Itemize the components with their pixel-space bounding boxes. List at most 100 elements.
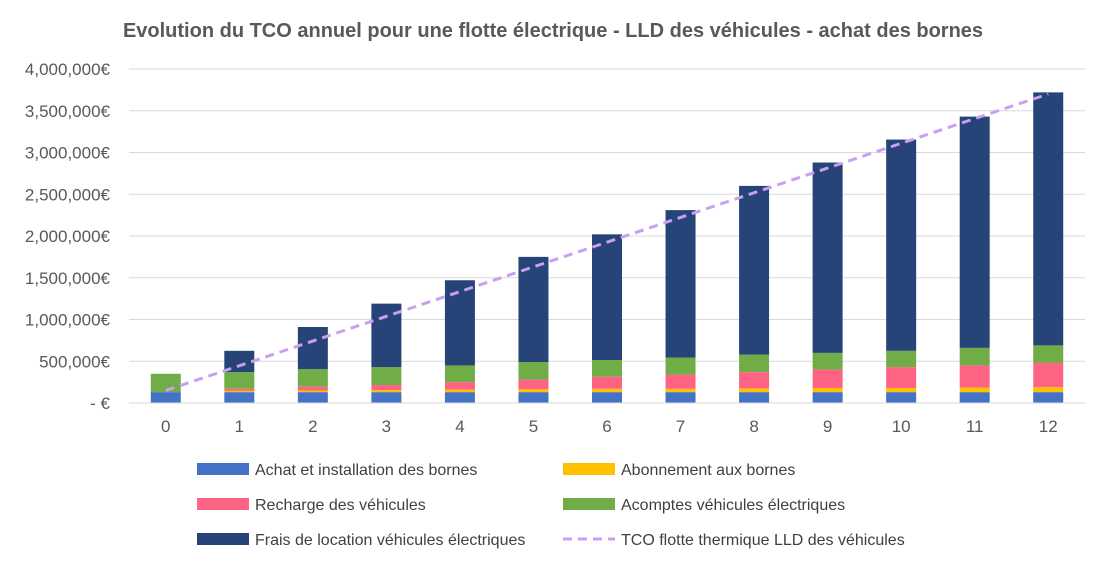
bar-segment-0-7 — [665, 392, 696, 403]
x-tick-label: 3 — [382, 417, 391, 436]
x-tick-label: 1 — [235, 417, 244, 436]
bar-segment-3-6 — [592, 359, 622, 377]
bar-segment-0-5 — [518, 392, 549, 403]
bar-segment-4-10 — [886, 139, 917, 351]
bar-segment-0-11 — [959, 392, 990, 403]
bar-segment-0-2 — [297, 392, 328, 403]
bar-segment-2-9 — [812, 369, 843, 388]
y-tick-label: 2,000,000€ — [25, 227, 111, 246]
bar-segment-3-10 — [886, 350, 917, 368]
y-tick-label: - € — [90, 394, 110, 413]
bar-segment-3-8 — [739, 354, 770, 373]
bar-segment-1-7 — [665, 388, 696, 393]
bar-segment-4-5 — [518, 256, 549, 363]
bar-segment-0-12 — [1033, 392, 1064, 403]
bar-segment-4-7 — [665, 210, 696, 358]
bar-segment-0-3 — [371, 392, 402, 403]
y-tick-label: 1,000,000€ — [25, 311, 111, 330]
y-tick-label: 1,500,000€ — [25, 269, 111, 288]
bar-segment-1-5 — [518, 389, 549, 393]
x-axis-ticks: 0 1 2 3 4 5 6 7 8 9 10 11 12 — [161, 417, 1058, 436]
x-tick-label: 12 — [1039, 417, 1058, 436]
bar-segment-2-3 — [371, 385, 402, 391]
bar-segment-3-1 — [224, 372, 255, 389]
x-tick-label: 5 — [529, 417, 538, 436]
chart-title: Evolution du TCO annuel pour une flotte … — [123, 20, 983, 42]
legend-swatch — [563, 498, 615, 510]
y-tick-label: 3,000,000€ — [25, 144, 111, 163]
bar-segment-3-3 — [371, 367, 402, 386]
bar-segment-2-10 — [886, 367, 917, 388]
x-tick-label: 10 — [892, 417, 911, 436]
bar-segment-0-4 — [444, 392, 475, 403]
bar-segment-2-8 — [739, 372, 770, 389]
bar-segment-1-1 — [224, 390, 255, 393]
legend-label: Acomptes véhicules électriques — [621, 497, 845, 514]
bar-segment-1-3 — [371, 390, 402, 393]
legend-label: TCO flotte thermique LLD des véhicules — [621, 532, 905, 549]
bar-segment-3-4 — [444, 365, 475, 383]
legend-label: Achat et installation des bornes — [255, 462, 477, 479]
x-tick-label: 0 — [161, 417, 170, 436]
bar-segment-1-9 — [812, 387, 843, 393]
x-tick-label: 8 — [749, 417, 758, 436]
bar-segment-1-6 — [592, 388, 622, 393]
bar-segment-3-11 — [959, 347, 990, 366]
bars — [150, 92, 1064, 403]
x-tick-label: 11 — [966, 417, 984, 436]
bar-segment-3-12 — [1033, 345, 1064, 363]
bar-segment-0-0 — [150, 392, 181, 403]
bar-segment-0-9 — [812, 392, 843, 403]
bar-segment-3-9 — [812, 352, 843, 370]
tco-line — [165, 92, 1049, 392]
bar-segment-4-11 — [959, 116, 990, 348]
y-tick-label: 4,000,000€ — [25, 60, 111, 79]
bar-segment-2-6 — [592, 376, 622, 389]
x-tick-label: 7 — [676, 417, 685, 436]
legend-swatch — [197, 463, 249, 475]
bar-segment-2-7 — [665, 374, 696, 389]
bar-segment-2-11 — [959, 365, 990, 388]
legend-swatch — [197, 498, 249, 510]
y-tick-label: 500,000€ — [39, 352, 110, 371]
bar-segment-0-10 — [886, 392, 917, 403]
line-series-tco-thermique — [165, 92, 1049, 392]
bar-segment-2-12 — [1033, 362, 1064, 388]
bar-segment-2-2 — [297, 386, 328, 391]
bar-segment-0-8 — [739, 392, 770, 403]
x-tick-label: 2 — [308, 417, 317, 436]
bar-segment-1-8 — [739, 388, 770, 393]
legend: Achat et installation des bornes Abonneme… — [197, 462, 905, 549]
bar-segment-1-11 — [959, 387, 990, 393]
bar-segment-4-12 — [1033, 92, 1064, 346]
bar-segment-1-12 — [1033, 387, 1064, 393]
x-tick-label: 9 — [823, 417, 832, 436]
bar-segment-4-2 — [297, 327, 328, 370]
bar-segment-3-5 — [518, 362, 549, 380]
y-tick-label: 2,500,000€ — [25, 185, 111, 204]
bar-segment-0-1 — [224, 392, 255, 403]
bar-segment-4-9 — [812, 162, 843, 353]
y-tick-label: 3,500,000€ — [25, 102, 111, 121]
bar-segment-2-5 — [518, 379, 549, 390]
bar-segment-4-1 — [224, 350, 255, 373]
bar-segment-0-6 — [592, 392, 622, 403]
bar-segment-2-4 — [444, 382, 475, 390]
bar-segment-2-1 — [224, 388, 255, 391]
bar-segment-3-2 — [297, 369, 328, 387]
legend-swatch — [563, 463, 615, 475]
bar-segment-1-2 — [297, 390, 328, 393]
bar-segment-4-6 — [592, 234, 622, 360]
x-tick-label: 4 — [455, 417, 464, 436]
y-axis-ticks: - € 500,000€ 1,000,000€ 1,500,000€ 2,000,000… — [25, 60, 111, 413]
bar-segment-3-7 — [665, 357, 696, 375]
legend-label: Frais de location véhicules électriques — [255, 532, 525, 549]
bar-segment-4-4 — [444, 280, 475, 366]
legend-swatch — [197, 533, 249, 545]
bar-segment-4-8 — [739, 185, 770, 355]
x-tick-label: 6 — [602, 417, 611, 436]
legend-label: Abonnement aux bornes — [621, 462, 795, 479]
legend-label: Recharge des véhicules — [255, 497, 426, 514]
bar-segment-1-10 — [886, 387, 917, 393]
